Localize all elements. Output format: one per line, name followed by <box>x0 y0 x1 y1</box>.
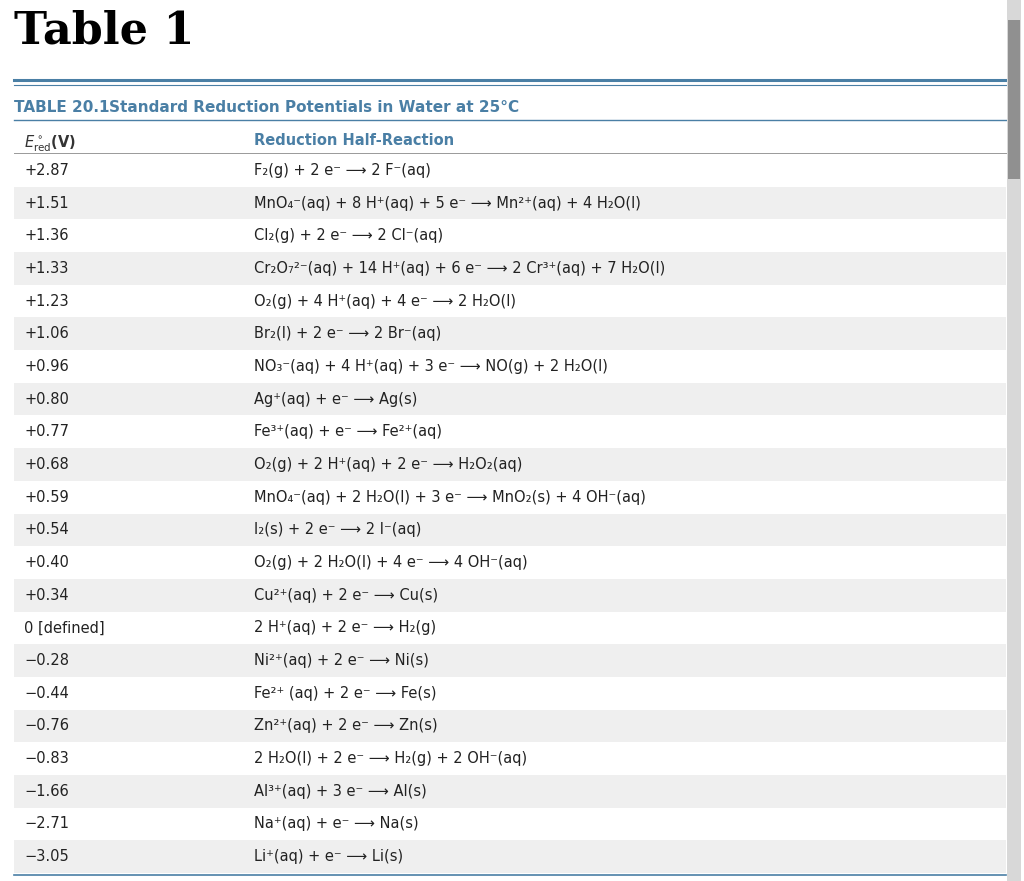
Text: +0.59: +0.59 <box>24 490 69 505</box>
Text: +0.40: +0.40 <box>24 555 69 570</box>
Text: O₂(g) + 2 H⁺(aq) + 2 e⁻ ⟶ H₂O₂(aq): O₂(g) + 2 H⁺(aq) + 2 e⁻ ⟶ H₂O₂(aq) <box>254 457 522 472</box>
Text: Br₂(l) + 2 e⁻ ⟶ 2 Br⁻(aq): Br₂(l) + 2 e⁻ ⟶ 2 Br⁻(aq) <box>254 326 441 341</box>
Bar <box>14 187 1006 219</box>
Bar <box>14 546 1006 579</box>
Bar <box>14 252 1006 285</box>
Bar <box>14 743 1006 775</box>
Text: −0.76: −0.76 <box>24 718 69 733</box>
Bar <box>14 481 1006 514</box>
Bar <box>14 709 1006 743</box>
Bar <box>1008 20 1020 179</box>
Text: +1.51: +1.51 <box>24 196 69 211</box>
Text: MnO₄⁻(aq) + 8 H⁺(aq) + 5 e⁻ ⟶ Mn²⁺(aq) + 4 H₂O(l): MnO₄⁻(aq) + 8 H⁺(aq) + 5 e⁻ ⟶ Mn²⁺(aq) +… <box>254 196 641 211</box>
Text: −1.66: −1.66 <box>24 784 69 799</box>
Text: +1.36: +1.36 <box>24 228 69 243</box>
Bar <box>14 644 1006 677</box>
Bar <box>14 808 1006 840</box>
Text: +0.68: +0.68 <box>24 457 69 472</box>
Text: +1.06: +1.06 <box>24 326 69 341</box>
Text: 2 H₂O(l) + 2 e⁻ ⟶ H₂(g) + 2 OH⁻(aq): 2 H₂O(l) + 2 e⁻ ⟶ H₂(g) + 2 OH⁻(aq) <box>254 751 527 766</box>
Text: +2.87: +2.87 <box>24 163 69 178</box>
Text: I₂(s) + 2 e⁻ ⟶ 2 I⁻(aq): I₂(s) + 2 e⁻ ⟶ 2 I⁻(aq) <box>254 522 421 537</box>
Bar <box>14 154 1006 187</box>
Text: TABLE 20.1: TABLE 20.1 <box>14 100 110 115</box>
Text: −0.83: −0.83 <box>24 751 69 766</box>
Text: Li⁺(aq) + e⁻ ⟶ Li(s): Li⁺(aq) + e⁻ ⟶ Li(s) <box>254 849 403 864</box>
Text: +0.96: +0.96 <box>24 359 69 374</box>
Text: NO₃⁻(aq) + 4 H⁺(aq) + 3 e⁻ ⟶ NO(g) + 2 H₂O(l): NO₃⁻(aq) + 4 H⁺(aq) + 3 e⁻ ⟶ NO(g) + 2 H… <box>254 359 608 374</box>
Bar <box>14 840 1006 873</box>
Bar <box>14 219 1006 252</box>
Text: Al³⁺(aq) + 3 e⁻ ⟶ Al(s): Al³⁺(aq) + 3 e⁻ ⟶ Al(s) <box>254 784 427 799</box>
Text: MnO₄⁻(aq) + 2 H₂O(l) + 3 e⁻ ⟶ MnO₂(s) + 4 OH⁻(aq): MnO₄⁻(aq) + 2 H₂O(l) + 3 e⁻ ⟶ MnO₂(s) + … <box>254 490 646 505</box>
Text: Fe²⁺ (aq) + 2 e⁻ ⟶ Fe(s): Fe²⁺ (aq) + 2 e⁻ ⟶ Fe(s) <box>254 685 436 700</box>
Text: O₂(g) + 4 H⁺(aq) + 4 e⁻ ⟶ 2 H₂O(l): O₂(g) + 4 H⁺(aq) + 4 e⁻ ⟶ 2 H₂O(l) <box>254 293 516 308</box>
Text: −0.44: −0.44 <box>24 685 69 700</box>
Text: +0.34: +0.34 <box>24 588 69 603</box>
Text: Ni²⁺(aq) + 2 e⁻ ⟶ Ni(s): Ni²⁺(aq) + 2 e⁻ ⟶ Ni(s) <box>254 653 429 668</box>
Text: +1.23: +1.23 <box>24 293 69 308</box>
Text: 2 H⁺(aq) + 2 e⁻ ⟶ H₂(g): 2 H⁺(aq) + 2 e⁻ ⟶ H₂(g) <box>254 620 436 635</box>
Text: 0 [defined]: 0 [defined] <box>24 620 104 635</box>
Bar <box>14 448 1006 481</box>
Bar <box>14 677 1006 709</box>
Text: Cu²⁺(aq) + 2 e⁻ ⟶ Cu(s): Cu²⁺(aq) + 2 e⁻ ⟶ Cu(s) <box>254 588 438 603</box>
Text: −0.28: −0.28 <box>24 653 69 668</box>
Text: −3.05: −3.05 <box>24 849 69 864</box>
Bar <box>14 579 1006 611</box>
Text: Ag⁺(aq) + e⁻ ⟶ Ag(s): Ag⁺(aq) + e⁻ ⟶ Ag(s) <box>254 392 418 407</box>
Text: O₂(g) + 2 H₂O(l) + 4 e⁻ ⟶ 4 OH⁻(aq): O₂(g) + 2 H₂O(l) + 4 e⁻ ⟶ 4 OH⁻(aq) <box>254 555 527 570</box>
Bar <box>14 285 1006 317</box>
Text: Cr₂O₇²⁻(aq) + 14 H⁺(aq) + 6 e⁻ ⟶ 2 Cr³⁺(aq) + 7 H₂O(l): Cr₂O₇²⁻(aq) + 14 H⁺(aq) + 6 e⁻ ⟶ 2 Cr³⁺(… <box>254 261 666 276</box>
Text: $\it{E}^\circ_{\rm red}$$\bf{(V)}$: $\it{E}^\circ_{\rm red}$$\bf{(V)}$ <box>24 133 76 153</box>
Text: Fe³⁺(aq) + e⁻ ⟶ Fe²⁺(aq): Fe³⁺(aq) + e⁻ ⟶ Fe²⁺(aq) <box>254 425 442 440</box>
Text: Table 1: Table 1 <box>14 10 195 53</box>
Text: +1.33: +1.33 <box>24 261 69 276</box>
Bar <box>14 775 1006 808</box>
Text: Zn²⁺(aq) + 2 e⁻ ⟶ Zn(s): Zn²⁺(aq) + 2 e⁻ ⟶ Zn(s) <box>254 718 437 733</box>
Text: +0.54: +0.54 <box>24 522 69 537</box>
Text: Reduction Half-Reaction: Reduction Half-Reaction <box>254 133 454 148</box>
Bar <box>1007 0 1021 881</box>
Text: F₂(g) + 2 e⁻ ⟶ 2 F⁻(aq): F₂(g) + 2 e⁻ ⟶ 2 F⁻(aq) <box>254 163 431 178</box>
Bar <box>14 416 1006 448</box>
Text: −2.71: −2.71 <box>24 817 69 832</box>
Text: Na⁺(aq) + e⁻ ⟶ Na(s): Na⁺(aq) + e⁻ ⟶ Na(s) <box>254 817 419 832</box>
Text: +0.80: +0.80 <box>24 392 69 407</box>
Bar <box>14 611 1006 644</box>
Bar <box>14 382 1006 416</box>
Text: Cl₂(g) + 2 e⁻ ⟶ 2 Cl⁻(aq): Cl₂(g) + 2 e⁻ ⟶ 2 Cl⁻(aq) <box>254 228 443 243</box>
Bar <box>14 317 1006 350</box>
Bar <box>14 350 1006 382</box>
Text: +0.77: +0.77 <box>24 425 69 440</box>
Bar <box>14 514 1006 546</box>
Text: Standard Reduction Potentials in Water at 25°C: Standard Reduction Potentials in Water a… <box>109 100 519 115</box>
